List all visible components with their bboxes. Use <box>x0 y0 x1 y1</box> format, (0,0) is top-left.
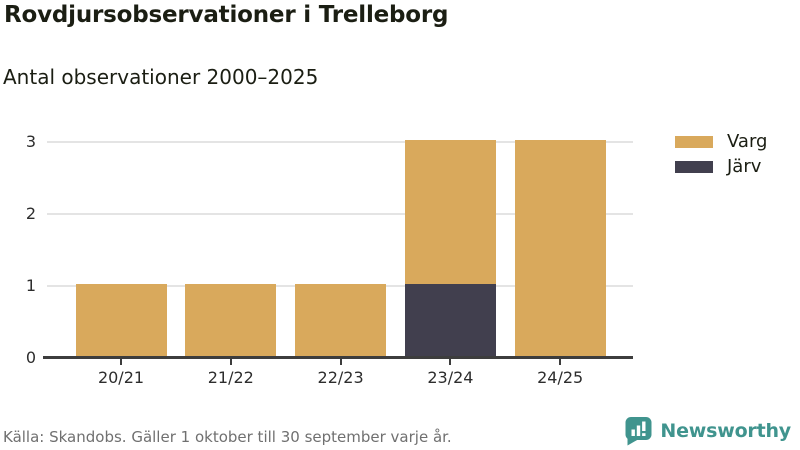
x-axis-label: 24/25 <box>537 368 584 387</box>
x-axis-tick <box>229 359 232 365</box>
x-axis-tick <box>449 359 452 365</box>
legend: Varg Järv <box>675 129 767 179</box>
bar-segment-varg <box>404 140 496 284</box>
legend-label: Varg <box>727 131 768 152</box>
newsworthy-wordmark: Newsworthy <box>660 420 791 442</box>
y-axis-label: 3 <box>25 132 36 151</box>
newsworthy-logo: Newsworthy <box>624 416 791 446</box>
bar-segment-varg <box>295 284 387 356</box>
y-axis-label: 1 <box>25 276 36 295</box>
bar-segment-järv <box>404 284 496 356</box>
gridline <box>47 213 633 215</box>
legend-label: Järv <box>727 156 762 177</box>
x-axis-label: 20/21 <box>97 368 145 387</box>
legend-item-varg: Varg <box>675 129 767 154</box>
x-axis-tick <box>559 359 562 365</box>
chart-title: Rovdjursobservationer i Trelleborg <box>4 2 449 28</box>
gridline <box>47 141 633 143</box>
x-axis-label: 22/23 <box>317 368 364 387</box>
x-axis-label: 23/24 <box>427 368 474 387</box>
y-axis-label: 0 <box>25 348 36 367</box>
source-note: Källa: Skandobs. Gäller 1 oktober till 3… <box>3 428 452 446</box>
plot-area: 20/21 21/22 22/23 23/24 24/25 <box>43 140 633 387</box>
x-axis-tick <box>339 359 342 365</box>
legend-item-järv: Järv <box>675 154 767 179</box>
legend-swatch <box>675 160 713 173</box>
bar-segment-varg <box>514 140 606 356</box>
chart-subtitle: Antal observationer 2000–2025 <box>3 65 319 89</box>
legend-swatch <box>675 135 713 148</box>
x-axis-line <box>43 356 633 359</box>
y-axis-label: 2 <box>25 204 36 223</box>
x-axis-tick <box>120 359 122 365</box>
x-axis-label: 21/22 <box>207 368 254 387</box>
bar-segment-varg <box>185 284 277 356</box>
newsworthy-bubble-chart-icon <box>624 416 653 446</box>
bar-segment-varg <box>75 284 167 356</box>
